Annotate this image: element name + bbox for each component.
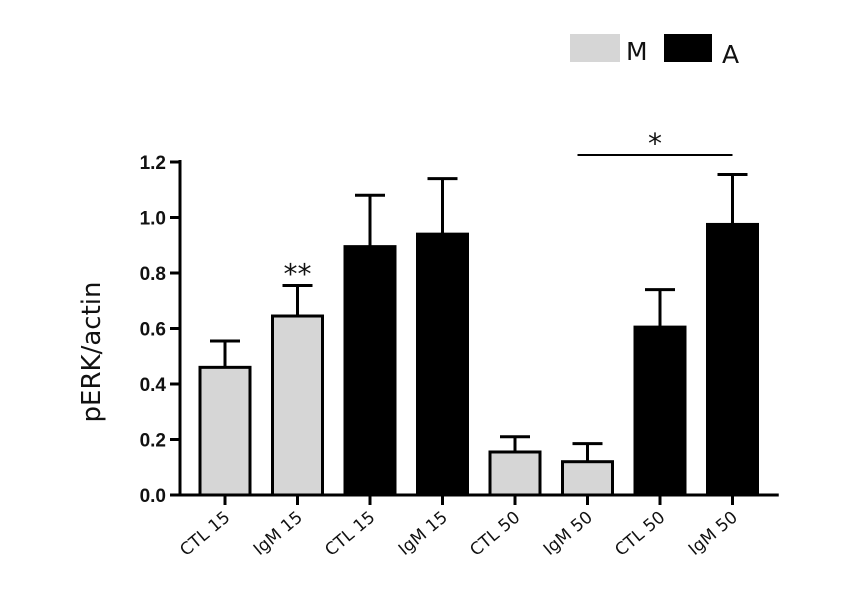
x-tick-label: IgM 50 [685,508,742,560]
bar [198,365,252,497]
bar [416,232,469,497]
bar [633,325,687,497]
x-axis: CTL 15 IgM 15 CTL 15 IgM 15 CTL 50 IgM 50 CTL … [176,495,742,561]
y-tick-label: 0.4 [140,375,167,396]
legend: M A [570,34,739,69]
bar [343,245,397,497]
x-tick-label: CTL 50 [466,508,524,561]
bar [271,314,324,497]
significance-marker: * [648,127,662,160]
x-tick-label: CTL 50 [611,508,669,561]
x-tick-label: IgM 15 [250,508,307,560]
x-tick-label: CTL 15 [321,508,379,561]
y-tick-label: 0.8 [140,264,166,285]
bars [198,172,759,497]
bar [706,222,759,497]
legend-label-m: M [626,37,648,66]
annotations: *** [284,127,733,290]
y-tick-label: 0.0 [140,486,166,507]
x-tick-label: CTL 15 [176,508,234,561]
legend-label-a: A [722,40,739,69]
legend-swatch-m [570,34,620,62]
bar [488,450,542,497]
legend-swatch-a [664,34,712,62]
y-tick-label: 1.2 [140,153,166,174]
y-tick-label: 0.6 [140,320,166,341]
significance-marker: ** [284,257,312,290]
x-tick-label: IgM 15 [395,508,452,560]
y-axis-label: pERK/actin [77,282,107,423]
y-tick-label: 0.2 [140,431,166,452]
bar [561,460,614,497]
x-tick-label: IgM 50 [540,508,597,560]
y-tick-label: 1.0 [140,209,166,230]
